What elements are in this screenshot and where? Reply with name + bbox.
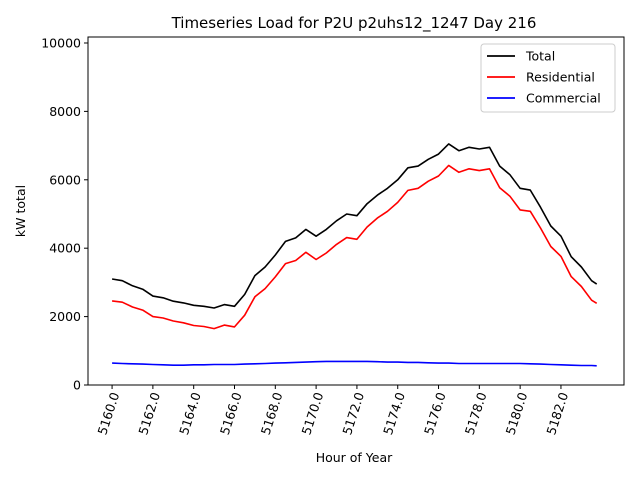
- y-tick-label: 8000: [49, 104, 81, 119]
- legend-box: [480, 43, 616, 113]
- legend-label: Total: [525, 49, 555, 64]
- x-axis-label: Hour of Year: [316, 450, 393, 465]
- y-axis-label: kW total: [13, 185, 28, 237]
- series-lines: [111, 143, 598, 367]
- y-tick-label: 2000: [49, 309, 81, 324]
- series-line-residential: [111, 164, 598, 330]
- chart-title: Timeseries Load for P2U p2uhs12_1247 Day…: [171, 14, 537, 33]
- series-line-commercial: [112, 360, 597, 367]
- legend-label: Commercial: [526, 91, 601, 106]
- y-axis: 0 2000 4000 6000 8000 10000: [41, 35, 88, 393]
- legend: Total Residential Commercial: [480, 43, 616, 113]
- y-tick-label: 4000: [49, 241, 81, 256]
- y-tick-label: 10000: [41, 35, 81, 50]
- legend-label: Residential: [526, 70, 595, 85]
- plot-frame: [87, 36, 625, 386]
- series-line-total: [111, 143, 598, 309]
- y-tick-label: 0: [73, 378, 81, 393]
- y-tick-label: 6000: [49, 172, 81, 187]
